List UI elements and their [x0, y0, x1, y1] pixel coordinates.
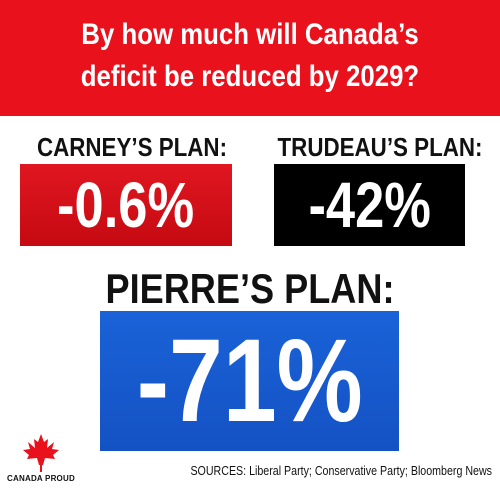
logo-text: CANADA PROUD [7, 474, 75, 483]
pierre-plan-value: -71% [136, 315, 363, 447]
trudeau-plan-value: -42% [308, 169, 431, 241]
headline-line-2: deficit be reduced by 2029? [80, 60, 420, 93]
maple-leaf-icon [23, 434, 59, 472]
carney-plan-value: -0.6% [57, 169, 195, 241]
header-banner: By how much will Canada’s deficit be red… [0, 0, 500, 116]
sources-footnote: SOURCES: Liberal Party; Conservative Par… [190, 463, 492, 478]
canada-proud-logo: CANADA PROUD [2, 432, 80, 494]
headline-line-1: By how much will Canada’s [81, 18, 419, 51]
carney-plan-label: CARNEY’S PLAN: [36, 132, 228, 162]
trudeau-plan-label: TRUDEAU’S PLAN: [277, 132, 483, 162]
pierre-plan-label: PIERRE’S PLAN: [105, 265, 395, 312]
carney-plan-value-box: -0.6% [20, 164, 232, 246]
pierre-plan-value-box: -71% [100, 311, 399, 451]
trudeau-plan-value-box: -42% [274, 164, 465, 246]
headline: By how much will Canada’s deficit be red… [35, 14, 465, 98]
